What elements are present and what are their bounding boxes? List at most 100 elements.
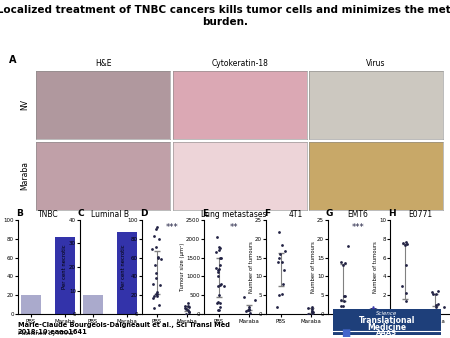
Point — [185, 304, 193, 310]
Point — [215, 269, 222, 275]
Point — [153, 294, 161, 299]
Y-axis label: Tumour size (µm²): Tumour size (µm²) — [180, 243, 184, 291]
Point — [216, 266, 223, 272]
Text: NV: NV — [20, 99, 29, 110]
Point — [275, 256, 283, 261]
Point — [154, 289, 161, 294]
Point — [216, 262, 223, 267]
Title: EMT6: EMT6 — [348, 210, 369, 219]
Point — [309, 304, 316, 309]
Y-axis label: Number of tumours: Number of tumours — [248, 241, 254, 293]
Text: ***: *** — [352, 222, 365, 232]
Text: Published by AAAS: Published by AAAS — [18, 331, 73, 336]
Point — [182, 307, 189, 312]
Point — [399, 284, 406, 289]
Point — [434, 289, 441, 294]
Point — [152, 262, 159, 268]
Point — [429, 291, 436, 297]
Point — [220, 283, 227, 288]
Point — [150, 305, 158, 311]
Point — [370, 308, 377, 313]
Point — [155, 236, 162, 241]
Point — [433, 303, 440, 308]
Text: Maraba: Maraba — [20, 161, 29, 190]
Point — [275, 292, 283, 297]
Point — [154, 224, 161, 230]
Title: TNBC: TNBC — [38, 210, 58, 219]
Point — [158, 256, 165, 261]
Point — [245, 307, 252, 312]
Point — [215, 293, 222, 298]
Point — [212, 265, 219, 271]
Point — [246, 310, 253, 316]
Point — [216, 304, 224, 310]
Point — [152, 275, 159, 281]
Point — [153, 291, 160, 297]
Point — [152, 270, 159, 275]
Point — [341, 298, 348, 304]
Point — [212, 249, 219, 255]
Point — [241, 294, 248, 300]
Point — [338, 259, 345, 264]
Point — [245, 306, 252, 312]
Point — [181, 303, 189, 309]
Point — [400, 240, 407, 246]
Point — [184, 308, 191, 313]
Text: Medicine: Medicine — [368, 322, 406, 332]
Point — [182, 305, 189, 311]
Point — [149, 295, 157, 300]
Point — [274, 304, 281, 310]
Point — [371, 309, 378, 315]
Point — [216, 300, 223, 306]
Point — [373, 310, 380, 315]
Point — [152, 245, 159, 250]
Point — [151, 294, 158, 299]
Point — [402, 239, 409, 245]
Text: A: A — [9, 55, 17, 65]
Point — [433, 305, 440, 310]
Y-axis label: Per cent necrotic: Per cent necrotic — [121, 245, 126, 289]
Point — [308, 306, 315, 311]
Text: H: H — [388, 209, 396, 218]
Point — [279, 281, 287, 286]
Point — [150, 281, 157, 286]
Point — [186, 309, 193, 315]
Title: Lung metastases: Lung metastases — [201, 210, 267, 219]
Point — [154, 255, 162, 260]
Point — [216, 245, 223, 250]
Y-axis label: Number of tumours: Number of tumours — [310, 241, 315, 293]
Point — [246, 304, 253, 309]
Y-axis label: Number of tumours: Number of tumours — [373, 241, 378, 293]
Text: H&E: H&E — [95, 59, 112, 68]
Point — [344, 243, 351, 248]
Point — [155, 302, 162, 307]
Text: ■: ■ — [342, 328, 351, 338]
Point — [441, 304, 448, 310]
Point — [304, 311, 311, 317]
Point — [153, 291, 160, 297]
Point — [279, 291, 286, 297]
Text: Cytokeratin-18: Cytokeratin-18 — [211, 59, 268, 68]
Point — [308, 311, 315, 317]
Point — [367, 306, 374, 311]
Bar — [55, 237, 75, 314]
Point — [214, 283, 221, 289]
Point — [215, 273, 222, 279]
Point — [278, 242, 285, 247]
Point — [149, 247, 156, 252]
Text: ***: *** — [166, 222, 178, 232]
Point — [277, 251, 284, 257]
Point — [434, 301, 441, 307]
Point — [339, 304, 346, 309]
Point — [340, 293, 347, 298]
Text: F: F — [264, 209, 270, 218]
Point — [376, 310, 383, 315]
Title: 4T1: 4T1 — [289, 210, 303, 219]
Point — [308, 309, 315, 314]
Point — [281, 267, 288, 272]
Point — [215, 299, 222, 305]
Point — [156, 282, 163, 288]
Point — [371, 307, 378, 312]
Point — [214, 300, 221, 306]
Point — [342, 293, 349, 298]
